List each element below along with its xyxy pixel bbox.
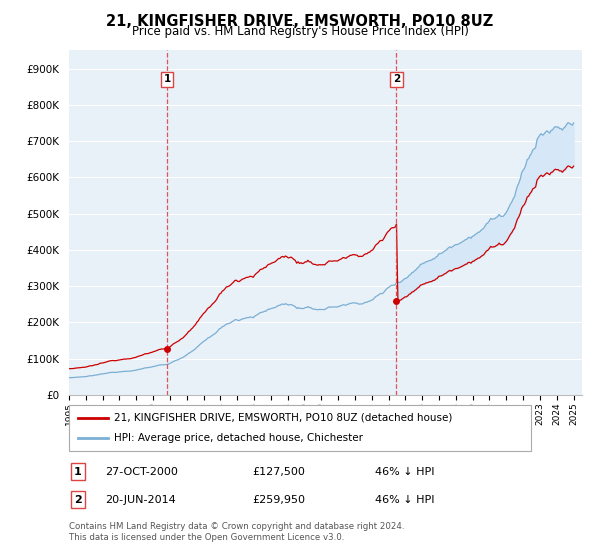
Text: 1: 1 (74, 466, 82, 477)
Text: 2: 2 (393, 74, 400, 85)
Text: Price paid vs. HM Land Registry's House Price Index (HPI): Price paid vs. HM Land Registry's House … (131, 25, 469, 38)
Text: 20-JUN-2014: 20-JUN-2014 (105, 494, 176, 505)
Text: 21, KINGFISHER DRIVE, EMSWORTH, PO10 8UZ: 21, KINGFISHER DRIVE, EMSWORTH, PO10 8UZ (106, 14, 494, 29)
Text: 46% ↓ HPI: 46% ↓ HPI (375, 494, 434, 505)
Text: 2: 2 (74, 494, 82, 505)
Text: 21, KINGFISHER DRIVE, EMSWORTH, PO10 8UZ (detached house): 21, KINGFISHER DRIVE, EMSWORTH, PO10 8UZ… (114, 413, 452, 423)
Text: £259,950: £259,950 (252, 494, 305, 505)
Text: Contains HM Land Registry data © Crown copyright and database right 2024.: Contains HM Land Registry data © Crown c… (69, 522, 404, 531)
Text: HPI: Average price, detached house, Chichester: HPI: Average price, detached house, Chic… (114, 433, 363, 443)
Text: 27-OCT-2000: 27-OCT-2000 (105, 466, 178, 477)
Text: This data is licensed under the Open Government Licence v3.0.: This data is licensed under the Open Gov… (69, 533, 344, 542)
Text: £127,500: £127,500 (252, 466, 305, 477)
Text: 46% ↓ HPI: 46% ↓ HPI (375, 466, 434, 477)
Text: 1: 1 (163, 74, 170, 85)
